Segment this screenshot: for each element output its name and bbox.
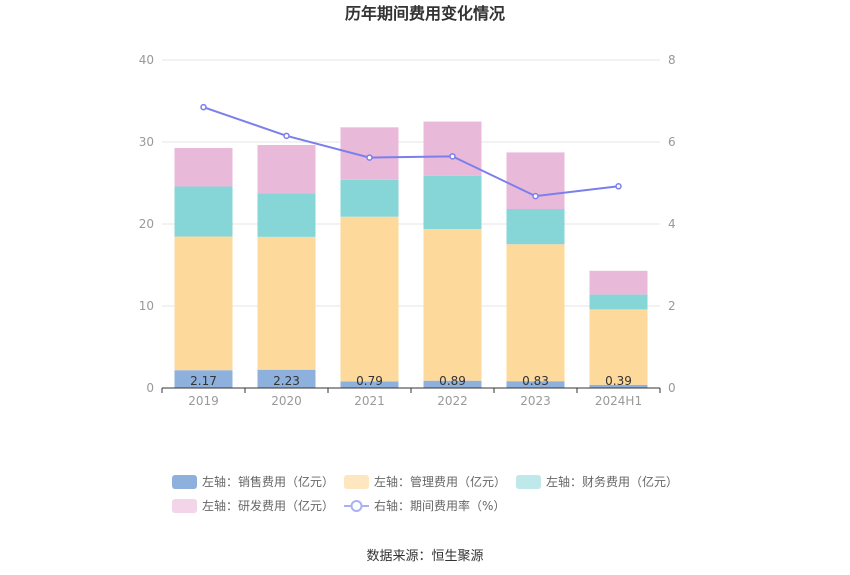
line-series bbox=[200, 103, 622, 200]
right-axis-tick-label: 8 bbox=[668, 53, 676, 67]
bar-segment bbox=[589, 270, 648, 295]
legend-label: 左轴：销售费用（亿元） bbox=[202, 474, 334, 489]
legend-label: 右轴：期间费用率（%） bbox=[374, 498, 505, 513]
right-axis-tick-label: 0 bbox=[668, 381, 676, 395]
x-axis-tick-label: 2022 bbox=[437, 394, 468, 408]
grid bbox=[162, 59, 660, 307]
left-axis-tick-label: 40 bbox=[139, 53, 154, 67]
legend-point-marker bbox=[350, 500, 363, 512]
data-labels: 2.17 2.23 0.79 0.89 0.83 0.39 bbox=[190, 374, 632, 388]
bar-segment bbox=[257, 236, 316, 370]
bar-segment bbox=[423, 380, 482, 388]
x-axis-tick-label: 2020 bbox=[271, 394, 302, 408]
bar-segment bbox=[423, 175, 482, 230]
bar-segment bbox=[340, 179, 399, 217]
bar-segment bbox=[174, 236, 233, 371]
legend-label: 左轴：管理费用（亿元） bbox=[374, 474, 506, 489]
x-axis-tick-label: 2023 bbox=[520, 394, 551, 408]
data-label: 0.89 bbox=[439, 374, 466, 388]
right-axis-tick-label: 6 bbox=[668, 135, 676, 149]
data-label: 2.17 bbox=[190, 374, 217, 388]
line-path bbox=[203, 106, 619, 198]
bar-segment bbox=[340, 127, 399, 180]
bar-segment bbox=[423, 229, 482, 381]
data-label: 0.79 bbox=[356, 374, 383, 388]
data-label: 2.23 bbox=[273, 374, 300, 388]
chart-title: 历年期间费用变化情况 bbox=[345, 4, 505, 23]
bar-segment bbox=[340, 216, 399, 382]
line-point bbox=[532, 192, 539, 200]
bar-segment bbox=[257, 145, 316, 194]
legend-swatch bbox=[516, 475, 541, 489]
x-axis-tick-label: 2019 bbox=[188, 394, 219, 408]
left-axis-tick-label: 30 bbox=[139, 135, 154, 149]
line-point bbox=[200, 103, 207, 111]
axes: 0 10 20 30 40 0 2 4 6 8 2019 2020 2021 2022 2023 2024H1 bbox=[139, 53, 676, 408]
bar-segment bbox=[340, 381, 399, 388]
line-point bbox=[366, 154, 373, 161]
bar-segment bbox=[257, 193, 316, 237]
left-axis-tick-label: 10 bbox=[139, 299, 154, 313]
x-axis-tick-label: 2021 bbox=[354, 394, 385, 408]
right-axis-tick-label: 2 bbox=[668, 299, 676, 313]
bar-segment bbox=[506, 381, 565, 388]
bar-segment bbox=[174, 186, 233, 237]
right-axis-tick-label: 4 bbox=[668, 217, 676, 231]
bar-segment bbox=[423, 121, 482, 176]
bar-group bbox=[174, 121, 648, 388]
bar-segment bbox=[589, 309, 648, 385]
line-point bbox=[615, 183, 622, 190]
data-label: 0.83 bbox=[522, 374, 549, 388]
x-axis-tick-label: 2024H1 bbox=[595, 394, 642, 408]
source-note: 数据来源：恒生聚源 bbox=[366, 549, 483, 564]
bar-segment bbox=[506, 208, 565, 245]
bar-segment bbox=[257, 369, 316, 388]
bar-segment bbox=[589, 384, 648, 388]
legend-label: 左轴：财务费用（亿元） bbox=[546, 474, 678, 489]
data-label: 0.39 bbox=[605, 374, 632, 388]
legend-swatch bbox=[172, 475, 197, 489]
left-axis-tick-label: 20 bbox=[139, 217, 154, 231]
line-point bbox=[449, 153, 456, 160]
legend[interactable]: 左轴：销售费用（亿元） 左轴：管理费用（亿元） 左轴：财务费用（亿元） 左轴：研发费用… bbox=[172, 474, 678, 513]
line-point bbox=[283, 132, 290, 140]
bar-segment bbox=[506, 152, 565, 209]
bar-segment bbox=[589, 294, 648, 310]
legend-swatch bbox=[344, 475, 369, 489]
left-axis-tick-label: 0 bbox=[146, 381, 154, 395]
bar-segment bbox=[174, 370, 233, 388]
legend-swatch bbox=[172, 499, 197, 513]
bar-segment bbox=[506, 244, 565, 382]
legend-label: 左轴：研发费用（亿元） bbox=[202, 498, 334, 513]
bar-segment bbox=[174, 147, 233, 187]
